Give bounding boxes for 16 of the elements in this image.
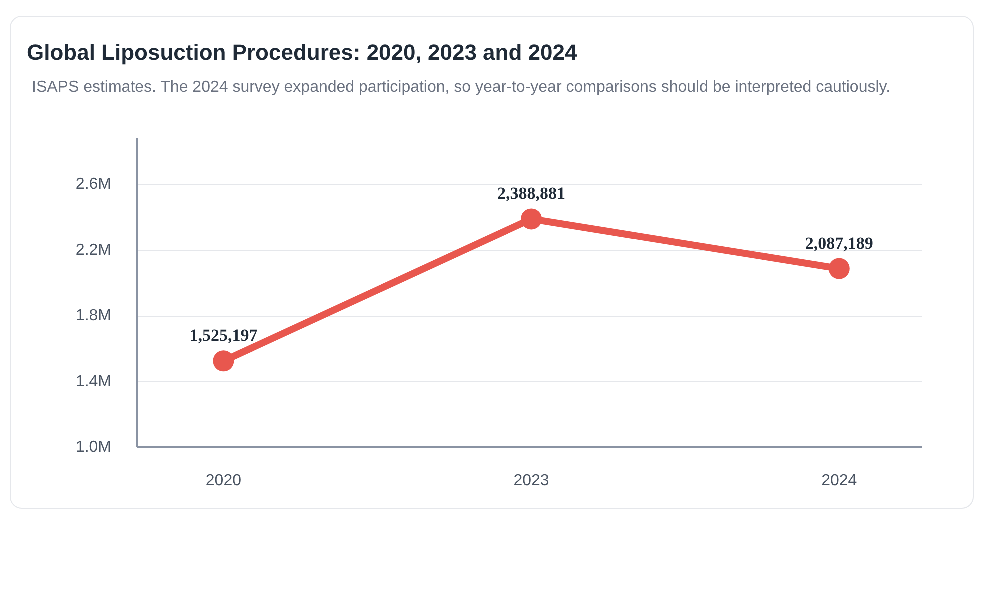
text: 2,388,881 xyxy=(498,184,566,204)
y-tick-label: 1.8M xyxy=(76,308,112,325)
chart-title: Global Liposuction Procedures: 2020, 2023 and 2024 xyxy=(27,39,578,67)
y-tick-label: 1.0M xyxy=(76,439,112,456)
point xyxy=(828,258,850,280)
chart-subtitle: ISAPS estimates. The 2024 survey expanded participation, so year-to-year comparisons should be interpreted cautiously. xyxy=(32,78,891,98)
text: 2,087,189 xyxy=(805,234,874,254)
x-tick-label: 2023 xyxy=(514,472,550,490)
x-tick-label: 2024 xyxy=(822,472,858,490)
point xyxy=(213,351,234,372)
y-tick-label: 2.6M xyxy=(76,176,112,194)
text: 1,525,197 xyxy=(190,326,258,346)
point xyxy=(521,209,542,230)
x-tick-label: 2020 xyxy=(206,472,242,490)
y-tick-label: 1.4M xyxy=(76,374,112,391)
y-tick-label: 2.2M xyxy=(76,242,112,260)
